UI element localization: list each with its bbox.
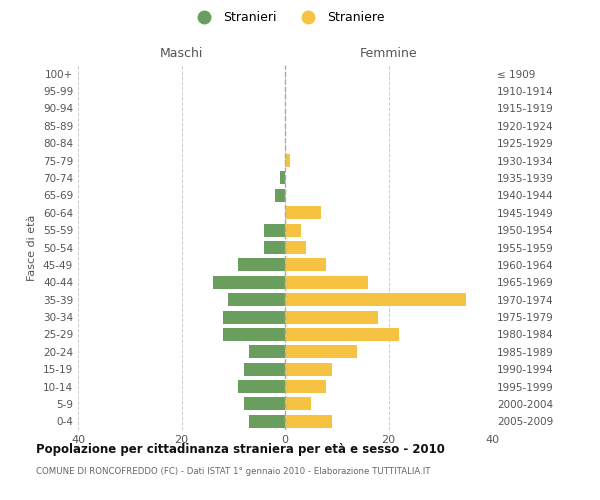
Bar xyxy=(265,224,285,236)
Bar xyxy=(244,398,285,410)
Bar xyxy=(238,380,285,393)
Bar xyxy=(285,206,321,220)
Bar xyxy=(244,362,285,376)
Bar xyxy=(285,398,311,410)
Bar xyxy=(212,276,285,289)
Text: Maschi: Maschi xyxy=(160,47,203,60)
Bar xyxy=(285,362,332,376)
Text: Popolazione per cittadinanza straniera per età e sesso - 2010: Popolazione per cittadinanza straniera p… xyxy=(36,442,445,456)
Bar xyxy=(285,276,368,289)
Bar xyxy=(285,415,332,428)
Bar xyxy=(280,172,285,184)
Bar xyxy=(285,328,399,341)
Bar xyxy=(223,310,285,324)
Bar xyxy=(249,415,285,428)
Bar xyxy=(285,258,326,272)
Text: Femmine: Femmine xyxy=(359,47,418,60)
Bar xyxy=(285,293,466,306)
Bar xyxy=(275,189,285,202)
Bar xyxy=(285,224,301,236)
Y-axis label: Fasce di età: Fasce di età xyxy=(28,214,37,280)
Bar xyxy=(223,328,285,341)
Bar xyxy=(249,346,285,358)
Bar xyxy=(285,241,306,254)
Bar xyxy=(228,293,285,306)
Text: COMUNE DI RONCOFREDDO (FC) - Dati ISTAT 1° gennaio 2010 - Elaborazione TUTTITALI: COMUNE DI RONCOFREDDO (FC) - Dati ISTAT … xyxy=(36,468,431,476)
Bar xyxy=(285,346,358,358)
Bar xyxy=(285,380,326,393)
Bar xyxy=(285,310,378,324)
Bar xyxy=(285,154,290,167)
Legend: Stranieri, Straniere: Stranieri, Straniere xyxy=(187,6,389,29)
Bar xyxy=(265,241,285,254)
Bar xyxy=(238,258,285,272)
